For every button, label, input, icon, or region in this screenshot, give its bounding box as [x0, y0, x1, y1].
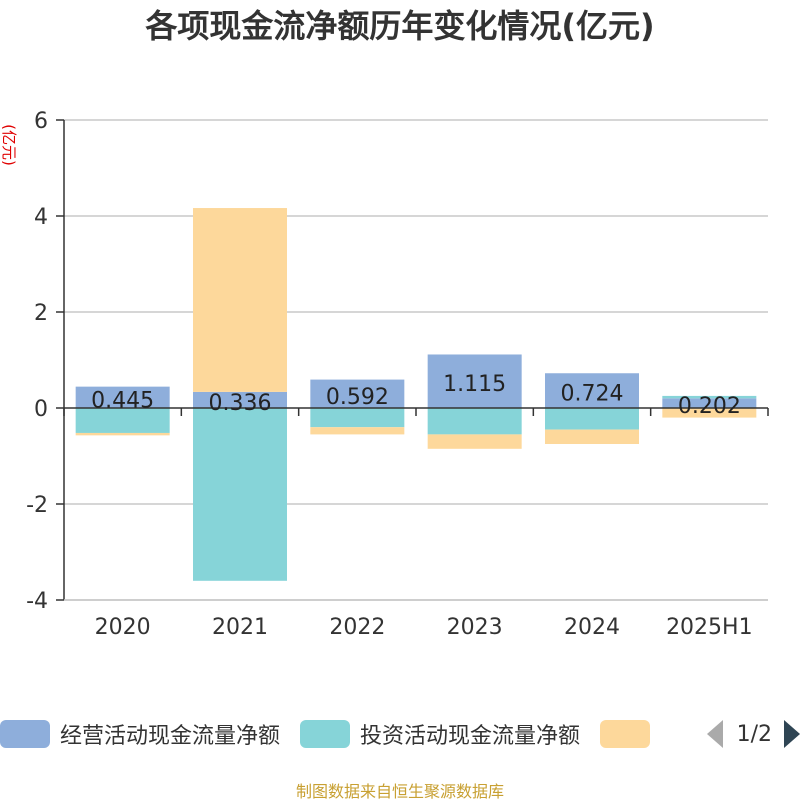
legend: 经营活动现金流量净额 投资活动现金流量净额 1/2	[0, 716, 800, 752]
x-tick-label: 2023	[447, 615, 503, 640]
legend-label-investing: 投资活动现金流量净额	[360, 724, 581, 749]
bar-investing-2020[interactable]	[75, 408, 170, 433]
legend-item-financing[interactable]	[600, 720, 660, 748]
legend-item-operating[interactable]: 经营活动现金流量净额	[0, 718, 280, 750]
x-tick-label: 2025H1	[666, 615, 753, 640]
legend-swatch-financing	[600, 720, 651, 748]
data-label-operating-2020: 0.445	[91, 388, 154, 413]
bar-financing-2024[interactable]	[545, 429, 639, 444]
bar-investing-2024[interactable]	[545, 408, 639, 430]
bar-operating-2023[interactable]	[427, 354, 522, 408]
x-tick-label: 2020	[95, 615, 151, 640]
legend-page-indicator: 1/2	[736, 721, 772, 747]
bar-operating-2020[interactable]	[75, 386, 170, 408]
bar-financing-2020[interactable]	[75, 432, 170, 436]
bar-operating-2022[interactable]	[310, 379, 405, 408]
bar-operating-2025H1[interactable]	[662, 398, 757, 408]
bar-financing-2022[interactable]	[310, 427, 405, 435]
legend-pager: 1/2	[706, 720, 800, 748]
bar-financing-2025H1[interactable]	[662, 408, 757, 418]
bar-investing-2021[interactable]	[193, 408, 287, 581]
data-label-operating-2024: 0.724	[561, 382, 624, 407]
y-tick-label: 4	[34, 205, 48, 230]
x-tick-label: 2022	[329, 615, 385, 640]
bar-investing-2025H1[interactable]	[662, 395, 757, 399]
y-tick-label: 2	[34, 301, 48, 326]
legend-swatch-investing	[300, 720, 351, 748]
bar-investing-2022[interactable]	[310, 408, 405, 428]
x-tick-label: 2021	[212, 615, 268, 640]
data-label-operating-2025H1: 0.202	[678, 394, 741, 419]
y-tick-label: -4	[26, 589, 48, 614]
y-tick-label: -2	[26, 493, 48, 518]
legend-prev-arrow-icon[interactable]	[706, 720, 723, 748]
source-note: 制图数据来自恒生聚源数据库	[295, 782, 504, 801]
data-label-operating-2022: 0.592	[326, 385, 389, 410]
y-tick-label: 6	[34, 109, 48, 134]
x-tick-label: 2024	[564, 615, 620, 640]
legend-swatch-operating	[0, 720, 50, 748]
bar-operating-2024[interactable]	[545, 373, 639, 408]
bar-financing-2023[interactable]	[427, 434, 522, 449]
legend-item-investing[interactable]: 投资活动现金流量净额	[300, 718, 580, 750]
bar-operating-2021[interactable]	[193, 391, 287, 408]
y-axis-unit-label: (亿元)	[0, 124, 18, 166]
data-label-operating-2023: 1.115	[443, 372, 506, 397]
chart-title: 各项现金流净额历年变化情况(亿元)	[145, 7, 655, 45]
legend-label-operating: 经营活动现金流量净额	[60, 724, 281, 749]
data-label-operating-2021: 0.336	[209, 391, 272, 416]
y-tick-label: 0	[34, 397, 48, 422]
bar-financing-2021[interactable]	[193, 208, 287, 392]
bar-investing-2023[interactable]	[427, 408, 522, 435]
legend-next-arrow-icon[interactable]	[784, 720, 800, 748]
